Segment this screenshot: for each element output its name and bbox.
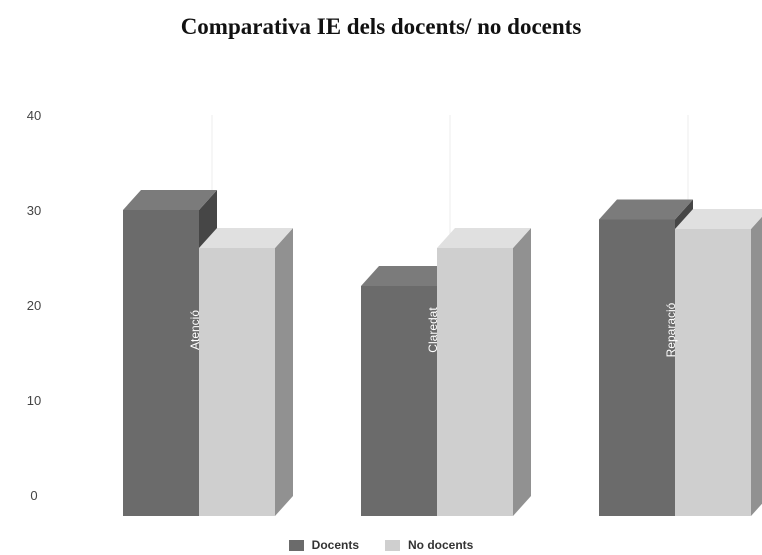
bar-top-face [199,228,293,248]
bar-front-face [199,248,275,516]
y-tick-label: 0 [30,488,37,503]
bar-front-face [361,286,437,516]
bar-front-face [437,248,513,516]
chart-title: Comparativa IE dels docents/ no docents [180,14,582,39]
y-axis: 0 10 20 30 40 [27,108,41,503]
legend-swatch-docents [288,539,304,551]
y-tick-label: 40 [27,108,41,123]
legend-item-docents: Docents [288,538,359,552]
bar-side-face [513,228,531,516]
bar-top-face [123,190,217,210]
bars-layer: Atenció Claredat Reparació [123,190,762,516]
bar-chart: 0 10 20 30 40 Atenció Claredat Reparació [27,108,762,516]
bar-no-docents-1 [437,228,531,516]
bar-top-face [599,199,693,220]
category-label: Reparació [664,302,678,357]
legend-label-no-docents: No docents [408,538,474,552]
bar-front-face [675,229,751,516]
category-label: Claredat [426,307,440,353]
bar-no-docents-0 [199,228,293,516]
y-tick-label: 10 [27,393,41,408]
y-tick-label: 20 [27,298,41,313]
bar-top-face [675,209,762,229]
y-tick-label: 30 [27,203,41,218]
bar-top-face [437,228,531,248]
bar-side-face [275,228,293,516]
bar-front-face [123,210,199,516]
legend-label-docents: Docents [311,538,359,552]
bar-front-face [599,219,675,516]
category-label: Atenció [188,310,202,350]
bar-side-face [751,216,762,516]
bar-no-docents-2 [675,209,762,516]
bar-top-face [361,266,455,286]
legend-swatch-no-docents [385,539,400,551]
legend: Docents No docents [0,538,762,552]
legend-item-no-docents: No docents [385,538,473,552]
